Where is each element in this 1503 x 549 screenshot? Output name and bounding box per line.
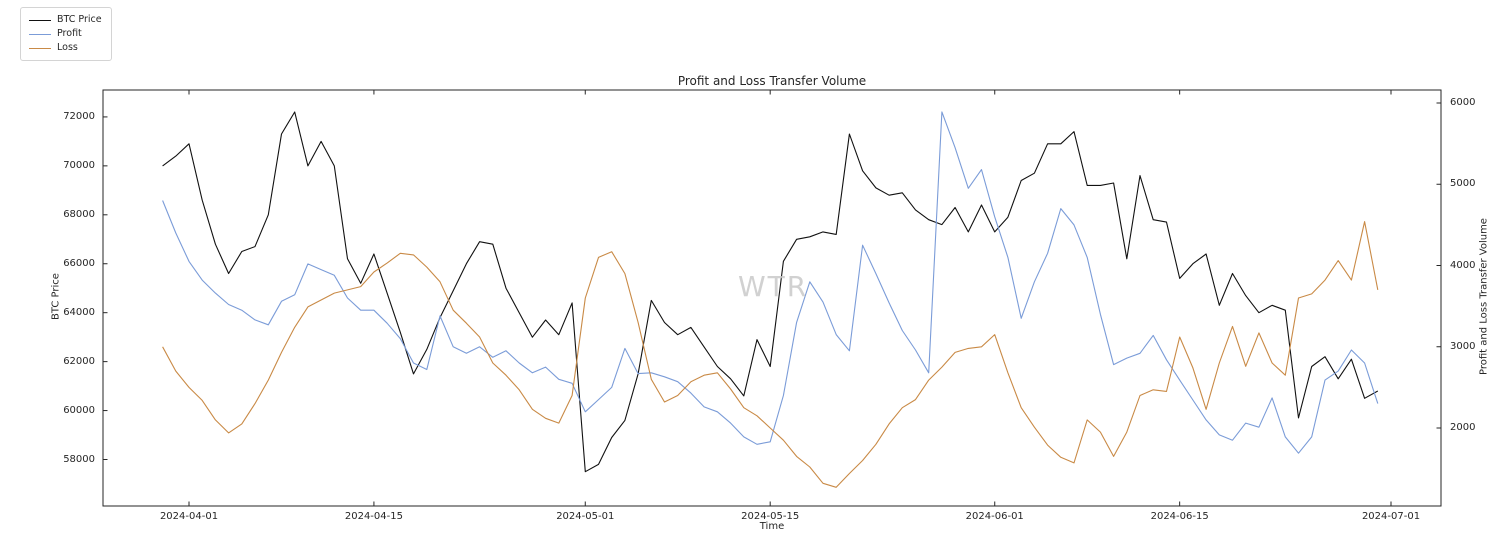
y-tick-right: 2000 xyxy=(1450,422,1476,433)
legend-label: BTC Price xyxy=(57,14,102,25)
x-tick: 2024-06-01 xyxy=(965,511,1024,522)
x-tick: 2024-05-01 xyxy=(556,511,615,522)
y-tick-left: 66000 xyxy=(63,257,95,269)
y-tick-left: 72000 xyxy=(63,110,95,122)
legend-item-profit: Profit xyxy=(29,27,102,41)
x-tick: 2024-05-15 xyxy=(741,511,800,522)
watermark-text: WTR xyxy=(738,270,809,303)
series-line-profit xyxy=(162,111,1379,454)
series-line-loss xyxy=(162,221,1379,488)
x-tick: 2024-04-01 xyxy=(159,511,219,522)
legend-item-loss: Loss xyxy=(29,41,102,55)
y-tick-right: 5000 xyxy=(1450,178,1476,190)
y-axis-label-right: Profit and Loss Transfer Volume xyxy=(1478,218,1490,375)
legend-label: Loss xyxy=(57,42,78,53)
y-axis-label-left: BTC Price xyxy=(50,273,62,320)
y-tick-left: 68000 xyxy=(63,208,95,220)
legend-item-btc-price: BTC Price xyxy=(29,13,102,27)
legend-line-icon xyxy=(29,19,51,21)
x-tick: 2024-07-01 xyxy=(1361,511,1421,522)
y-tick-left: 58000 xyxy=(63,453,95,465)
y-tick-left: 60000 xyxy=(63,404,95,416)
y-tick-left: 64000 xyxy=(63,306,95,318)
x-axis-label: Time xyxy=(759,521,785,532)
legend-label: Profit xyxy=(57,28,82,39)
x-tick: 2024-06-15 xyxy=(1150,511,1209,522)
legend-line-icon xyxy=(29,33,51,35)
y-tick-left: 62000 xyxy=(63,355,95,367)
x-tick: 2024-04-15 xyxy=(344,511,403,522)
y-tick-right: 3000 xyxy=(1450,340,1476,352)
plot-frame xyxy=(102,89,1442,507)
chart-title: Profit and Loss Transfer Volume xyxy=(677,74,867,88)
y-tick-right: 6000 xyxy=(1450,97,1476,108)
legend-line-icon xyxy=(29,47,51,49)
series-line-btc-price xyxy=(162,111,1379,473)
legend: BTC Price Profit Loss xyxy=(20,7,112,61)
y-tick-right: 4000 xyxy=(1450,259,1476,271)
y-tick-left: 70000 xyxy=(63,159,95,171)
